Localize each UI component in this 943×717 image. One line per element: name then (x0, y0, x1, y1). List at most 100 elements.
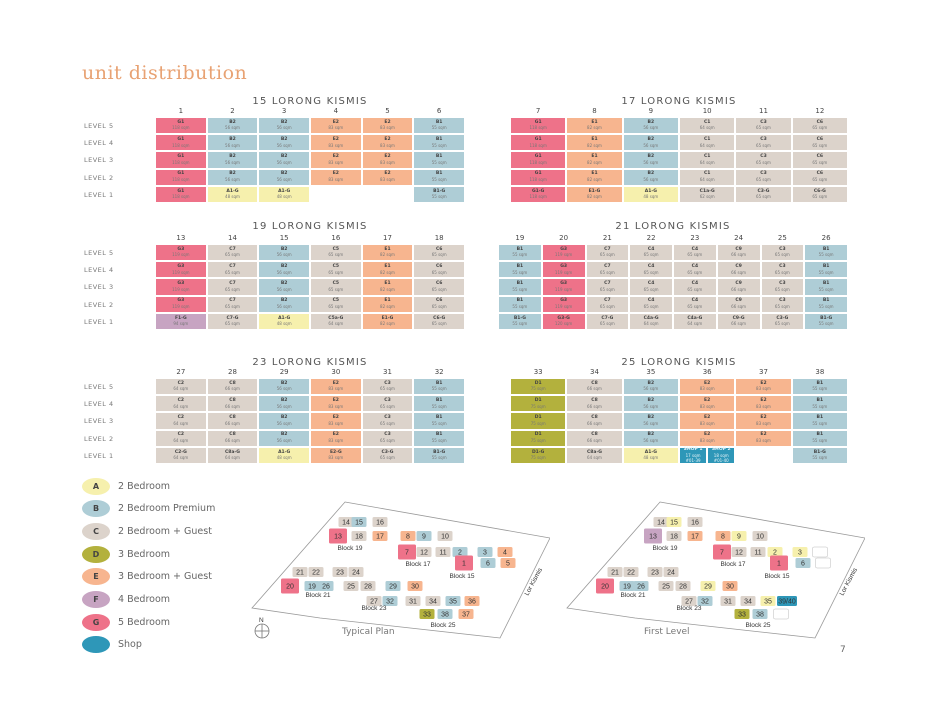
unit-cell[interactable]: C4 65 sqm (673, 278, 717, 296)
unit-cell[interactable]: A1-G 48 sqm (258, 446, 310, 464)
unit-cell[interactable]: E2 83 sqm (735, 412, 792, 430)
unit-cell[interactable]: B2 56 sqm (258, 168, 310, 186)
unit-cell[interactable]: C3 65 sqm (735, 168, 792, 186)
shop-cell[interactable]: SHOP 1 17 sqm #01-39 (679, 446, 708, 464)
unit-cell[interactable]: C2 64 sqm (155, 378, 207, 396)
unit-cell[interactable]: C7-G 65 sqm (206, 312, 259, 330)
unit-cell[interactable]: B1-G 55 sqm (413, 185, 465, 203)
unit-cell[interactable]: G1 118 sqm (510, 168, 567, 186)
unit-cell[interactable]: C4 65 sqm (629, 295, 673, 313)
unit-cell[interactable]: C7-G 65 sqm (585, 312, 630, 330)
unit-cell[interactable]: C4 65 sqm (629, 278, 673, 296)
unit-cell[interactable]: C6 65 sqm (791, 168, 848, 186)
unit-cell[interactable]: G1 118 sqm (155, 134, 207, 152)
unit-cell[interactable]: C3 65 sqm (760, 278, 805, 296)
unit-cell[interactable]: A1-G 48 sqm (622, 446, 679, 464)
unit-cell[interactable]: G3 119 sqm (155, 295, 207, 313)
unit-cell[interactable]: C3 65 sqm (760, 261, 805, 279)
unit-cell[interactable]: E2 83 sqm (735, 395, 792, 413)
unit-cell[interactable]: B2 56 sqm (258, 412, 310, 430)
unit-cell[interactable]: B1 55 sqm (413, 168, 465, 186)
unit-cell[interactable]: C7 65 sqm (206, 244, 259, 262)
unit-cell[interactable]: C7 65 sqm (206, 278, 259, 296)
unit-cell[interactable]: D1 75 sqm (510, 395, 567, 413)
unit-cell[interactable]: B2 56 sqm (258, 395, 310, 413)
unit-cell[interactable]: C8 66 sqm (566, 395, 623, 413)
unit-cell[interactable]: E2 83 sqm (735, 378, 792, 396)
unit-cell[interactable]: C6 65 sqm (413, 261, 465, 279)
unit-cell[interactable]: B2 56 sqm (622, 429, 679, 447)
unit-cell[interactable]: C8 66 sqm (206, 412, 259, 430)
unit-cell[interactable]: C3 65 sqm (735, 117, 792, 135)
unit-cell[interactable]: C6-G 65 sqm (791, 185, 848, 203)
unit-cell[interactable]: C3-G 65 sqm (760, 312, 805, 330)
unit-cell[interactable]: C3 65 sqm (361, 429, 414, 447)
unit-cell[interactable]: G3 119 sqm (541, 278, 586, 296)
unit-cell[interactable]: G3-G 120 sqm (541, 312, 586, 330)
unit-cell[interactable]: C3-G 65 sqm (361, 446, 414, 464)
unit-cell[interactable]: E1-G 82 sqm (566, 185, 623, 203)
unit-cell[interactable]: D1 75 sqm (510, 378, 567, 396)
unit-cell[interactable]: G3 119 sqm (541, 261, 586, 279)
unit-cell[interactable]: G3 119 sqm (155, 261, 207, 279)
unit-cell[interactable]: B1-G 55 sqm (804, 312, 848, 330)
unit-cell[interactable]: B2 56 sqm (206, 134, 259, 152)
unit-cell[interactable]: E2 83 sqm (310, 134, 362, 152)
unit-cell[interactable]: G1 118 sqm (155, 185, 207, 203)
unit-cell[interactable]: B1 55 sqm (791, 395, 848, 413)
unit-cell[interactable]: C3 65 sqm (760, 295, 805, 313)
unit-cell[interactable]: B1 55 sqm (791, 412, 848, 430)
unit-cell[interactable]: C9 66 sqm (716, 244, 761, 262)
unit-cell[interactable]: C7 65 sqm (585, 295, 630, 313)
unit-cell[interactable]: D1 75 sqm (510, 429, 567, 447)
unit-cell[interactable]: G1 118 sqm (155, 168, 207, 186)
unit-cell[interactable]: C8 66 sqm (206, 378, 259, 396)
unit-cell[interactable]: C9 66 sqm (716, 278, 761, 296)
unit-cell[interactable]: G3 119 sqm (155, 244, 207, 262)
unit-cell[interactable]: G1 118 sqm (510, 151, 567, 169)
unit-cell[interactable]: C6 65 sqm (413, 244, 465, 262)
unit-cell[interactable]: B1 55 sqm (413, 429, 465, 447)
unit-cell[interactable]: G1 118 sqm (510, 117, 567, 135)
unit-cell[interactable]: E2 83 sqm (679, 412, 736, 430)
unit-cell[interactable]: C7 65 sqm (585, 261, 630, 279)
unit-cell[interactable]: C1 64 sqm (679, 117, 736, 135)
unit-cell[interactable]: C1 64 sqm (679, 134, 736, 152)
unit-cell[interactable]: C6 65 sqm (413, 278, 465, 296)
unit-cell[interactable]: C5a-G 64 sqm (310, 312, 362, 330)
unit-cell[interactable]: E1-G 82 sqm (361, 312, 414, 330)
unit-cell[interactable]: E2 83 sqm (361, 168, 414, 186)
unit-cell[interactable]: B1 55 sqm (804, 295, 848, 313)
unit-cell[interactable]: C9 66 sqm (716, 295, 761, 313)
unit-cell[interactable]: B1 55 sqm (498, 295, 542, 313)
unit-cell[interactable]: E2 83 sqm (310, 117, 362, 135)
unit-cell[interactable]: G1 118 sqm (155, 151, 207, 169)
shop-cell[interactable]: SHOP 2 18 sqm #01-40 (707, 446, 736, 464)
unit-cell[interactable]: A1-G 48 sqm (206, 185, 259, 203)
unit-cell[interactable]: E2 83 sqm (679, 429, 736, 447)
unit-cell[interactable]: C7 65 sqm (206, 261, 259, 279)
unit-cell[interactable]: C6 65 sqm (413, 295, 465, 313)
unit-cell[interactable]: C7 65 sqm (585, 278, 630, 296)
unit-cell[interactable]: B2 56 sqm (258, 244, 310, 262)
unit-cell[interactable]: B1 55 sqm (413, 151, 465, 169)
unit-cell[interactable]: B2 56 sqm (622, 395, 679, 413)
unit-cell[interactable]: B2 56 sqm (258, 134, 310, 152)
unit-cell[interactable]: C6 65 sqm (791, 151, 848, 169)
unit-cell[interactable]: B2 56 sqm (206, 168, 259, 186)
unit-cell[interactable]: C4a-G 64 sqm (629, 312, 673, 330)
unit-cell[interactable]: B1 55 sqm (413, 412, 465, 430)
unit-cell[interactable]: C6 65 sqm (791, 117, 848, 135)
unit-cell[interactable]: E1 82 sqm (361, 295, 414, 313)
unit-cell[interactable]: C7 65 sqm (585, 244, 630, 262)
unit-cell[interactable]: B1 55 sqm (413, 395, 465, 413)
unit-cell[interactable]: C3 65 sqm (760, 244, 805, 262)
unit-cell[interactable]: C9-G 66 sqm (716, 312, 761, 330)
unit-cell[interactable]: C6 65 sqm (791, 134, 848, 152)
unit-cell[interactable]: C1 64 sqm (679, 168, 736, 186)
unit-cell[interactable]: E1 82 sqm (361, 244, 414, 262)
unit-cell[interactable]: A1-G 48 sqm (258, 312, 310, 330)
unit-cell[interactable]: A1-G 48 sqm (622, 185, 679, 203)
unit-cell[interactable]: F1-G 94 sqm (155, 312, 207, 330)
unit-cell[interactable]: B1 55 sqm (413, 117, 465, 135)
